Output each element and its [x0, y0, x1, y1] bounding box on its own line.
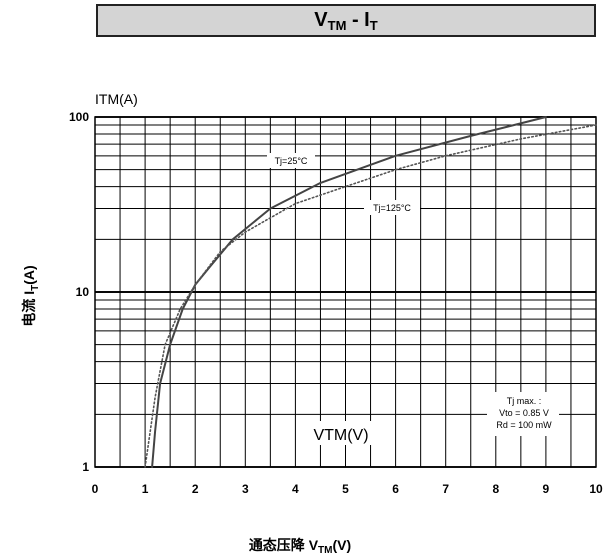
x-tick-label: 0 — [92, 482, 99, 496]
legend-label-bg-25 — [267, 153, 315, 168]
y-tick-label: 100 — [69, 110, 89, 124]
y-tick-label: 10 — [76, 285, 90, 299]
plot-frame — [94, 116, 597, 468]
series-label-tj25: Tj=25°C — [275, 156, 308, 166]
x-axis-label: 通态压降 VTM(V) — [249, 537, 351, 556]
title-sub2: T — [369, 17, 378, 33]
series-lines — [144, 116, 597, 468]
x-tick-label: 4 — [292, 482, 299, 496]
y-axis-top-label: ITM(A) — [95, 91, 138, 107]
y-axis-side-label: 电流 IT(A) — [21, 265, 41, 326]
x-tick-label: 5 — [342, 482, 349, 496]
annotation-rd: Rd = 100 mW — [496, 420, 552, 430]
series-line-tj125 — [144, 124, 597, 468]
x-tick-label: 1 — [142, 482, 149, 496]
series-label-tj125: Tj=125°C — [373, 203, 411, 213]
series-line-tj25 — [151, 116, 547, 468]
title-main: V — [314, 8, 328, 31]
x-tick-label: 3 — [242, 482, 249, 496]
annotation-tj-max: Tj max. : — [507, 396, 542, 406]
chart-title-box: VTM - IT — [96, 4, 596, 37]
grid — [94, 116, 597, 468]
x-tick-label: 8 — [492, 482, 499, 496]
x-tick-label: 2 — [192, 482, 199, 496]
y-tick-label: 1 — [82, 460, 89, 474]
x-tick-label: 7 — [442, 482, 449, 496]
legend-label-bg-125 — [364, 200, 420, 215]
title-sub1: TM — [327, 17, 347, 33]
chart-title: VTM - IT — [314, 9, 377, 33]
inner-x-label: VTM(V) — [313, 427, 368, 444]
x-tick-label: 9 — [543, 482, 550, 496]
annotation-vto: Vto = 0.85 V — [499, 408, 549, 418]
inner-label-bg — [297, 421, 385, 445]
annotation-bg — [487, 392, 559, 436]
x-tick-label: 10 — [589, 482, 603, 496]
title-mid: - I — [346, 8, 370, 31]
x-tick-label: 6 — [392, 482, 399, 496]
